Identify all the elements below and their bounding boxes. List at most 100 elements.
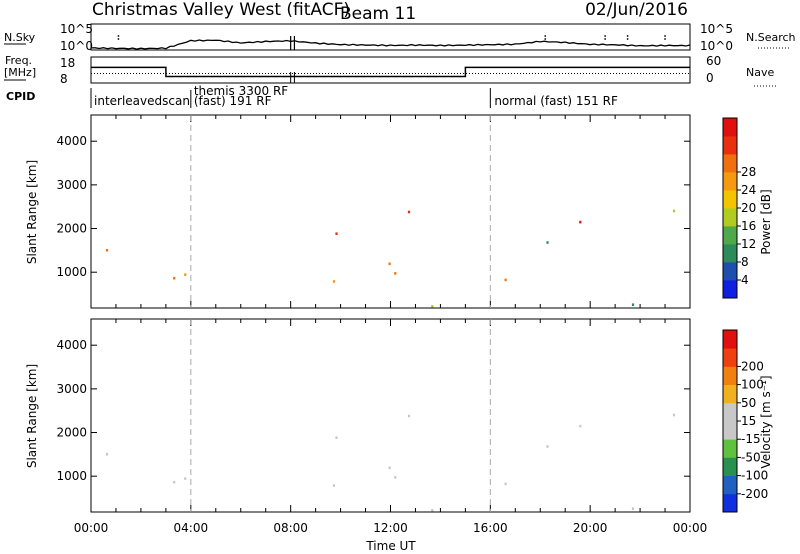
colorbar-swatch xyxy=(723,118,737,137)
x-tick-label: 00:00 xyxy=(74,521,109,535)
power-cell xyxy=(388,262,391,266)
velocity-cell xyxy=(332,484,336,487)
velocity-colorbar-label: Velocity [m s⁻¹] xyxy=(759,375,773,468)
colorbar-swatch xyxy=(723,226,737,245)
cpid-mode-label: (fast) 191 RF xyxy=(194,94,272,108)
velocity-panel-frame xyxy=(90,318,691,513)
x-tick-label: 16:00 xyxy=(473,521,508,535)
noise-left-tick-top: 10^5 xyxy=(60,22,93,36)
colorbar-tick-label: -50 xyxy=(741,450,761,464)
noise-search-point xyxy=(626,35,629,37)
colorbar-swatch xyxy=(723,457,737,476)
velocity-cell xyxy=(388,466,391,470)
noise-search-point xyxy=(544,35,547,37)
colorbar-swatch xyxy=(723,439,737,458)
y-tick-label: 3000 xyxy=(56,382,87,396)
velocity-cell xyxy=(407,414,411,418)
power-axes: 1000 2000 3000 4000 xyxy=(56,115,691,308)
colorbar-tick-label: 15 xyxy=(741,414,756,428)
velocity-cell xyxy=(431,509,434,512)
cpid-mode-label: interleavedscan xyxy=(94,94,190,108)
velocity-cell xyxy=(173,480,176,484)
freq-left-tick-top: 18 xyxy=(60,56,75,70)
colorbar-tick-label: 200 xyxy=(741,359,764,373)
noise-search-point xyxy=(117,38,120,40)
noise-right-tick-bottom: 10^0 xyxy=(700,39,733,53)
power-cell xyxy=(672,209,676,213)
velocity-cell xyxy=(504,482,507,486)
freq-panel-frame xyxy=(90,56,691,84)
cpid-mode-label: themis 3300 RF xyxy=(194,84,288,98)
colorbar-swatch xyxy=(723,280,737,299)
cpid-marks: interleavedscan themis 3300 RF(fast) 191 … xyxy=(90,84,618,108)
colorbar-swatch xyxy=(723,475,737,495)
freq-line xyxy=(91,66,690,78)
noise-search-point xyxy=(604,38,607,40)
power-cell xyxy=(332,280,336,283)
noise-search-point xyxy=(117,35,120,37)
power-cell xyxy=(335,232,338,235)
colorbar-swatch xyxy=(723,493,737,513)
colorbar-tick-label: 100 xyxy=(741,378,764,392)
velocity-axes: 1000 2000 3000 4000 00:00 04:00 08:00 12:00 16:0… xyxy=(56,319,707,535)
x-tick-label: 04:00 xyxy=(174,521,209,535)
freq-right-tick-bottom: 0 xyxy=(706,71,714,85)
x-tick-label: 12:00 xyxy=(373,521,408,535)
colorbar-swatch xyxy=(723,366,737,385)
power-colorbar: 4 8 12 16 20 24 28 xyxy=(722,117,756,299)
y-tick-label: 2000 xyxy=(56,222,87,236)
noise-marks xyxy=(90,35,691,50)
colorbar-swatch xyxy=(723,244,737,263)
velocity-colorbar: -200 -100 -50 -15 15 50 100 200 xyxy=(722,329,768,513)
cpid-label: CPID xyxy=(6,90,35,103)
colorbar-swatch xyxy=(723,136,737,155)
colorbar-swatch xyxy=(723,330,737,349)
colorbar-tick-label: 12 xyxy=(741,237,756,251)
power-ylabel: Slant Range [km] xyxy=(25,160,39,264)
noise-right-tick-top: 10^5 xyxy=(700,22,733,36)
power-panel-frame xyxy=(90,114,691,309)
freq-right-tick-top: 60 xyxy=(706,54,721,68)
colorbar-swatch xyxy=(723,421,737,440)
colorbar-tick-label: 28 xyxy=(741,165,756,179)
power-heatmap-cells xyxy=(105,209,676,308)
power-cell xyxy=(407,210,411,214)
velocity-cell xyxy=(335,436,338,439)
freq-left-unit: [MHz] xyxy=(4,66,36,79)
y-tick-label: 4000 xyxy=(56,134,87,148)
power-cell xyxy=(546,241,549,244)
noise-left-tick-bottom: 10^0 xyxy=(60,39,93,53)
freq-left-label: Freq. xyxy=(5,54,32,67)
noise-search-point xyxy=(664,38,666,40)
x-tick-label: 20:00 xyxy=(573,521,608,535)
date-label: 02/Jun/2016 xyxy=(585,0,688,20)
velocity-cell xyxy=(105,453,109,456)
colorbar-swatch xyxy=(723,348,737,367)
power-cell xyxy=(394,272,397,275)
velocity-cell xyxy=(631,507,635,510)
freq-marks xyxy=(91,66,690,83)
colorbar-swatch xyxy=(723,402,737,422)
power-cell xyxy=(579,220,582,224)
colorbar-tick-label: 50 xyxy=(741,396,756,410)
y-tick-label: 2000 xyxy=(56,426,87,440)
freq-left-tick-bottom: 8 xyxy=(60,72,68,86)
colorbar-tick-label: 16 xyxy=(741,219,756,233)
colorbar-tick-label: 24 xyxy=(741,183,756,197)
noise-sky-line xyxy=(90,39,691,50)
power-cell xyxy=(504,278,507,282)
velocity-cell xyxy=(394,476,397,479)
colorbar-swatch xyxy=(723,384,737,404)
power-cell xyxy=(105,249,109,252)
y-tick-label: 4000 xyxy=(56,338,87,352)
velocity-heatmap-cells xyxy=(105,413,676,512)
power-cell xyxy=(631,303,635,306)
noise-search-point xyxy=(664,35,666,37)
cpid-mode-label: normal (fast) 151 RF xyxy=(494,94,618,108)
velocity-cell xyxy=(184,477,187,480)
y-tick-label: 3000 xyxy=(56,178,87,192)
y-tick-label: 1000 xyxy=(56,469,87,483)
velocity-cell xyxy=(672,413,676,417)
colorbar-swatch xyxy=(723,208,737,227)
